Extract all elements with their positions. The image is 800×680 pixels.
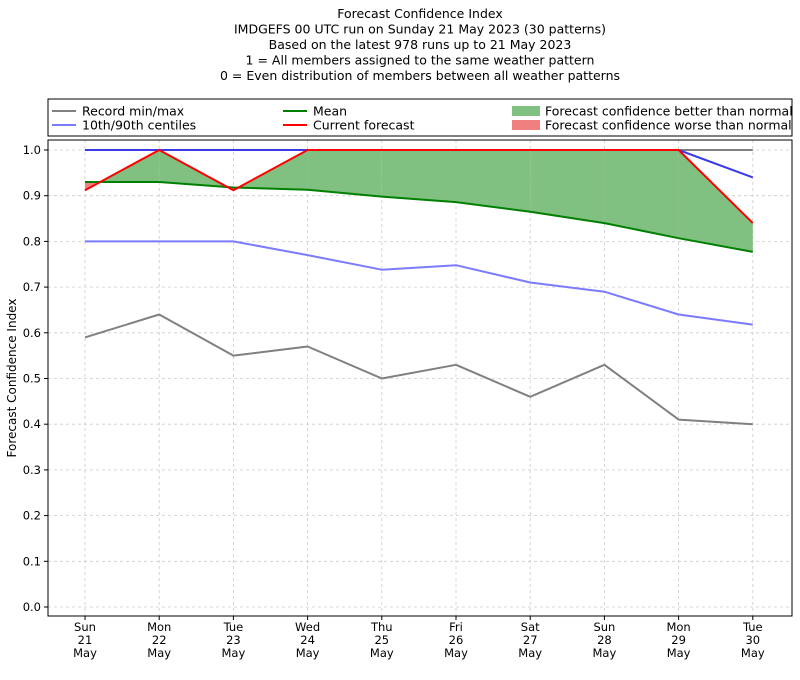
legend-label: Forecast confidence worse than normal — [545, 118, 792, 133]
y-tick-label: 0.7 — [23, 280, 41, 294]
fill-better-than-normal — [381, 150, 456, 203]
title-line: Forecast Confidence Index — [337, 6, 503, 21]
fill-better-than-normal — [307, 150, 382, 197]
title-line: Based on the latest 978 runs up to 21 Ma… — [269, 37, 572, 52]
y-tick-label: 0.9 — [23, 189, 41, 203]
y-axis-label: Forecast Confidence Index — [5, 299, 19, 458]
x-tick-label-day: Fri — [449, 620, 463, 634]
y-tick-label: 0.6 — [23, 326, 41, 340]
title-line: 0 = Even distribution of members between… — [220, 68, 620, 83]
y-tick-label: 1.0 — [23, 143, 41, 157]
series-line-record-min — [84, 313, 753, 426]
confidence-fill — [85, 150, 753, 252]
x-tick-label-month: May — [741, 646, 765, 660]
x-tick-label-day: Thu — [370, 620, 393, 634]
x-tick-label-date: 30 — [745, 633, 760, 647]
x-tick-label-day: Sat — [521, 620, 540, 634]
legend-patch-swatch — [512, 106, 540, 116]
x-tick-label-day: Wed — [295, 620, 320, 634]
x-tick-label-month: May — [593, 646, 617, 660]
x-tick-label-day: Mon — [666, 620, 690, 634]
fill-better-than-normal — [530, 150, 605, 224]
x-tick-label-date: 26 — [449, 633, 464, 647]
y-tick-label: 0.1 — [23, 554, 41, 568]
y-tick-label: 0.0 — [23, 600, 41, 614]
y-tick-label: 0.5 — [23, 372, 41, 386]
x-tick-label-day: Mon — [147, 620, 171, 634]
series-line-current — [84, 149, 754, 224]
x-tick-label-month: May — [444, 646, 468, 660]
y-tick-label: 0.2 — [23, 509, 41, 523]
y-tick-label: 0.8 — [23, 234, 41, 248]
y-axis-ticks: 0.0 0.1 0.2 0.3 0.4 0.5 0.6 0.7 0.8 0.9 1.0 — [23, 143, 48, 614]
fill-better-than-normal — [678, 150, 753, 252]
x-tick-label-month: May — [296, 646, 320, 660]
x-axis-ticks: Sun21MayMon22MayTue23MayWed24MayThu25May… — [73, 616, 765, 660]
x-tick-label-month: May — [147, 646, 171, 660]
fill-better-than-normal — [456, 150, 531, 212]
x-tick-label-date: 23 — [226, 633, 241, 647]
legend-label: Record min/max — [82, 104, 184, 119]
x-tick-label-month: May — [73, 646, 97, 660]
x-tick-label-date: 29 — [671, 633, 686, 647]
legend: Record min/max Mean Forecast confidence be… — [47, 98, 793, 137]
x-tick-label-day: Sun — [593, 620, 615, 634]
x-tick-label-day: Sun — [74, 620, 96, 634]
x-tick-label-month: May — [370, 646, 394, 660]
x-tick-label-date: 28 — [597, 633, 612, 647]
title-line: IMDGEFS 00 UTC run on Sunday 21 May 2023… — [234, 22, 606, 37]
x-tick-label-month: May — [518, 646, 542, 660]
x-tick-label-date: 24 — [300, 633, 315, 647]
x-tick-label-month: May — [667, 646, 691, 660]
x-tick-label-day: Tue — [742, 620, 763, 634]
y-tick-label: 0.3 — [23, 463, 41, 477]
legend-box — [47, 98, 793, 137]
x-tick-label-day: Tue — [223, 620, 244, 634]
y-tick-label: 0.4 — [23, 417, 41, 431]
x-tick-label-date: 27 — [523, 633, 538, 647]
legend-label: Current forecast — [313, 118, 415, 133]
legend-label: 10th/90th centiles — [82, 118, 196, 133]
series-line-p10 — [85, 240, 753, 326]
title-line: 1 = All members assigned to the same wea… — [246, 53, 595, 68]
legend-label: Mean — [313, 104, 347, 119]
x-tick-label-month: May — [222, 646, 246, 660]
x-tick-label-date: 22 — [152, 633, 167, 647]
x-tick-label-date: 25 — [374, 633, 389, 647]
legend-label: Forecast confidence better than normal — [545, 104, 793, 119]
grid — [48, 140, 792, 616]
legend-patch-swatch — [512, 120, 540, 130]
x-tick-label-date: 21 — [78, 633, 93, 647]
series-lines — [84, 149, 754, 426]
series-line-mean — [85, 181, 753, 253]
fill-better-than-normal — [604, 150, 679, 239]
